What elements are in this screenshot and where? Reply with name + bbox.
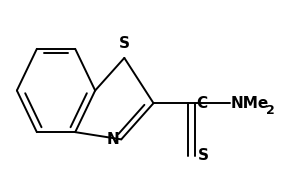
Text: NMe: NMe [230, 96, 269, 111]
Text: C: C [196, 96, 208, 111]
Text: S: S [198, 148, 209, 163]
Text: S: S [119, 36, 130, 51]
Text: N: N [107, 132, 120, 147]
Text: 2: 2 [266, 104, 274, 117]
